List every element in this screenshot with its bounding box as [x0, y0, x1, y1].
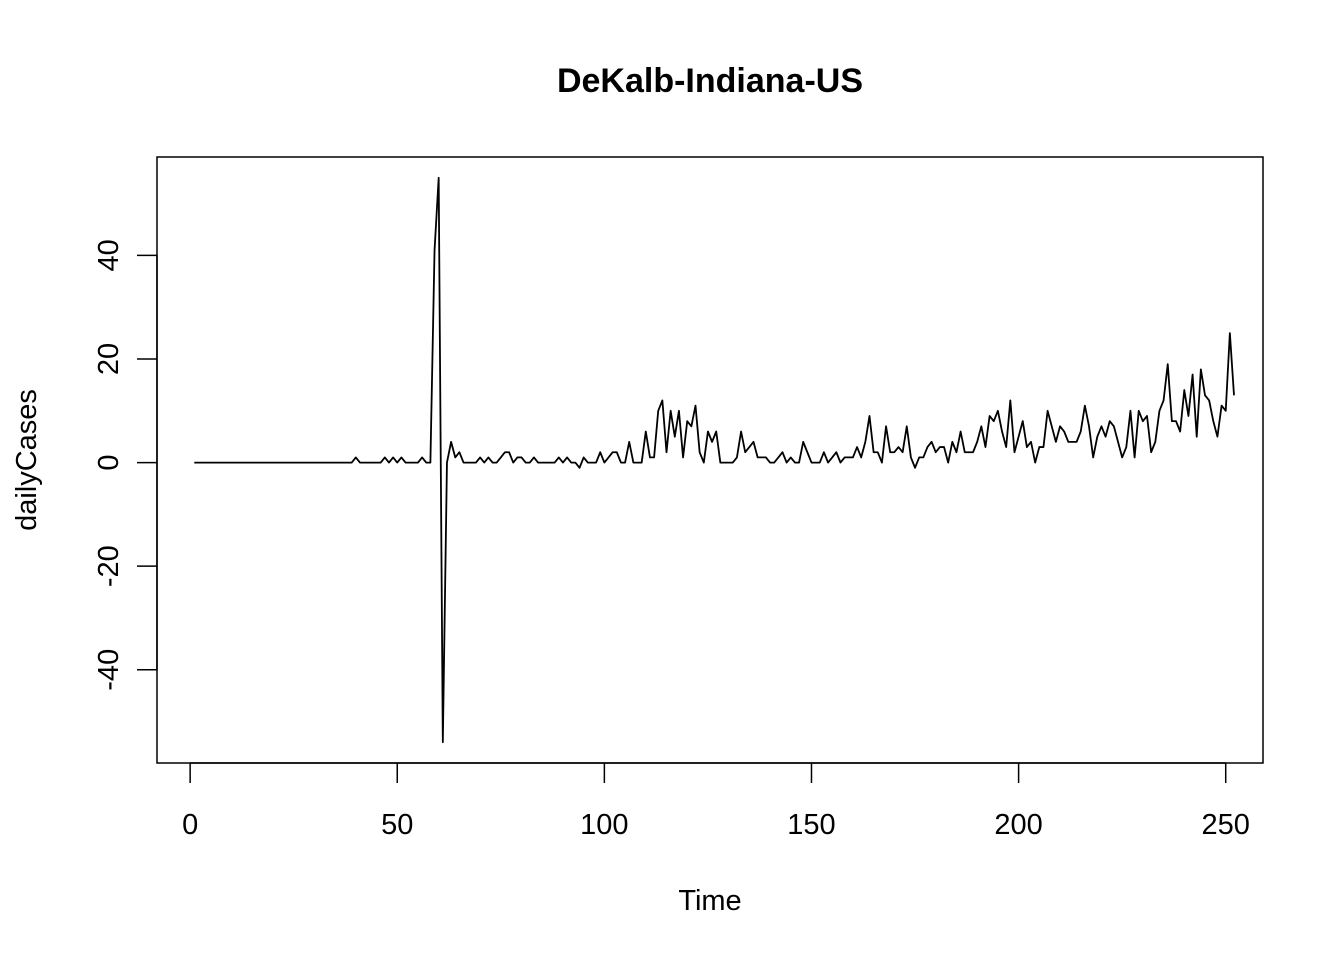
plot-frame: [156, 156, 1264, 764]
y-axis: -40 -20 0 20 40: [93, 239, 158, 691]
series-line-0: [194, 176, 1235, 744]
y-tick-label: 20: [93, 343, 125, 375]
y-tick-label: -20: [93, 545, 125, 587]
y-axis-label: dailyCases: [11, 389, 43, 531]
series-layer: [194, 176, 1235, 744]
y-tick-label: 0: [93, 455, 125, 471]
x-tick-label: 250: [1202, 809, 1250, 841]
x-tick-label: 50: [381, 809, 413, 841]
x-tick-label: 200: [994, 809, 1042, 841]
x-tick-label: 150: [787, 809, 835, 841]
x-axis: 0 50 100 150 200 250: [182, 762, 1250, 841]
x-tick-label: 100: [580, 809, 628, 841]
chart-title: DeKalb-Indiana-US: [557, 62, 863, 100]
y-tick-label: -40: [93, 649, 125, 691]
y-tick-label: 40: [93, 239, 125, 271]
x-tick-label: 0: [182, 809, 198, 841]
x-axis-label: Time: [678, 885, 741, 917]
